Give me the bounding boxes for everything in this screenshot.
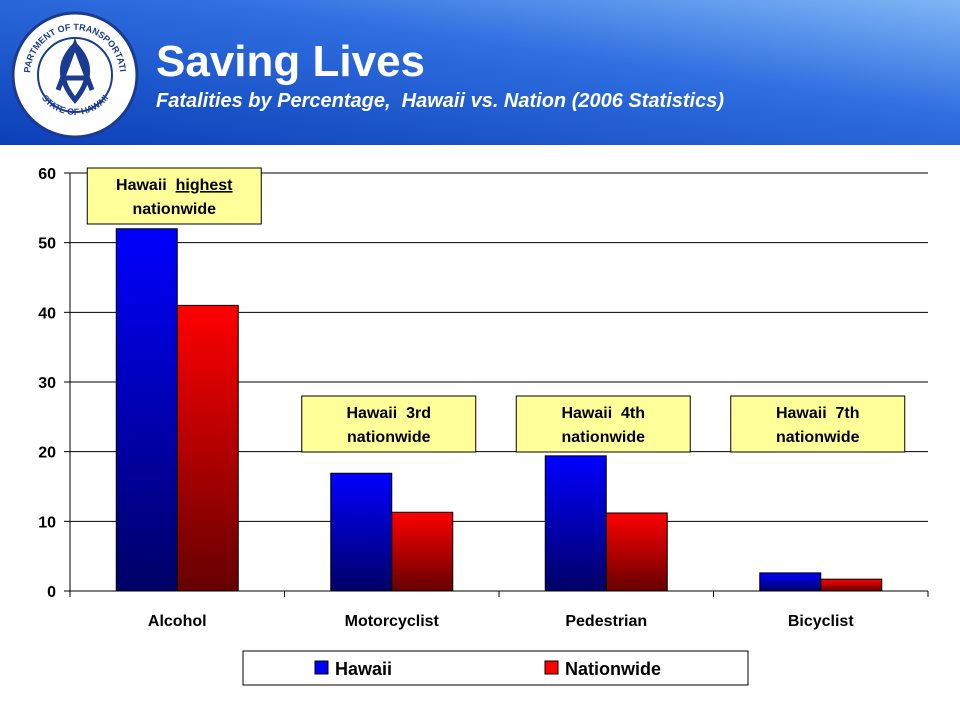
slide-subtitle: Fatalities by Percentage, Hawaii vs. Nat… bbox=[156, 90, 724, 112]
y-tick-label: 10 bbox=[38, 514, 56, 531]
annotation-lead: Hawaii bbox=[116, 177, 167, 194]
legend-label: Nationwide bbox=[565, 659, 661, 679]
annotation-rank: 3rd bbox=[406, 405, 431, 422]
annotation-space bbox=[397, 405, 406, 422]
bar bbox=[391, 511, 454, 592]
bar bbox=[759, 572, 822, 592]
annotation-space bbox=[167, 177, 176, 194]
header-band bbox=[0, 0, 960, 145]
legend-label: Hawaii bbox=[335, 659, 392, 679]
annotation-lead: Hawaii bbox=[776, 405, 827, 422]
bar bbox=[605, 512, 668, 592]
bar bbox=[820, 578, 883, 592]
annotation-box bbox=[301, 395, 477, 453]
y-tick-label: 30 bbox=[38, 375, 56, 392]
annotation-box bbox=[515, 395, 691, 453]
chart: 0 10 20 30 40 50 60 Alcohol Motorcyclist Pedestri… bbox=[38, 166, 929, 686]
bar bbox=[544, 455, 607, 592]
slide-title: Saving Lives bbox=[156, 37, 425, 86]
annotation-space bbox=[612, 405, 621, 422]
annotation: Hawaii 7th nationwide bbox=[730, 395, 906, 453]
annotation-tail: nationwide bbox=[132, 201, 216, 218]
y-tick-label: 40 bbox=[38, 305, 56, 322]
annotation-line: Hawaii 3rd bbox=[347, 405, 431, 422]
annotation: Hawaii 3rd nationwide bbox=[301, 395, 477, 453]
annotation: Hawaii highest nationwide bbox=[86, 167, 262, 225]
legend-swatch bbox=[314, 660, 329, 675]
annotation-tail: nationwide bbox=[347, 429, 431, 446]
y-tick-label: 50 bbox=[38, 236, 56, 253]
y-tick-label: 0 bbox=[47, 584, 56, 601]
annotation-rank: highest bbox=[176, 177, 234, 194]
annotation-line: Hawaii 4th bbox=[561, 405, 645, 422]
bar bbox=[176, 304, 239, 592]
annotation-space bbox=[827, 405, 836, 422]
annotation: Hawaii 4th nationwide bbox=[515, 395, 691, 453]
annotation-line: Hawaii 7th bbox=[776, 405, 860, 422]
annotation-box bbox=[730, 395, 906, 453]
y-tick-label: 60 bbox=[38, 166, 56, 183]
annotation-lead: Hawaii bbox=[561, 405, 612, 422]
legend-swatch bbox=[544, 660, 559, 675]
bar bbox=[330, 472, 393, 592]
x-tick-label: Pedestrian bbox=[565, 613, 647, 630]
annotation-tail: nationwide bbox=[561, 429, 645, 446]
annotation-box bbox=[86, 167, 262, 225]
x-tick-label: Alcohol bbox=[148, 613, 207, 630]
y-tick-label: 20 bbox=[38, 445, 56, 462]
annotation-line: Hawaii highest bbox=[116, 177, 233, 194]
annotation-rank: 4th bbox=[621, 405, 645, 422]
x-tick-label: Motorcyclist bbox=[345, 613, 440, 630]
annotation-tail: nationwide bbox=[776, 429, 860, 446]
bar bbox=[115, 228, 178, 592]
annotation-lead: Hawaii bbox=[347, 405, 398, 422]
x-tick-label: Bicyclist bbox=[788, 613, 854, 630]
annotation-rank: 7th bbox=[836, 405, 860, 422]
